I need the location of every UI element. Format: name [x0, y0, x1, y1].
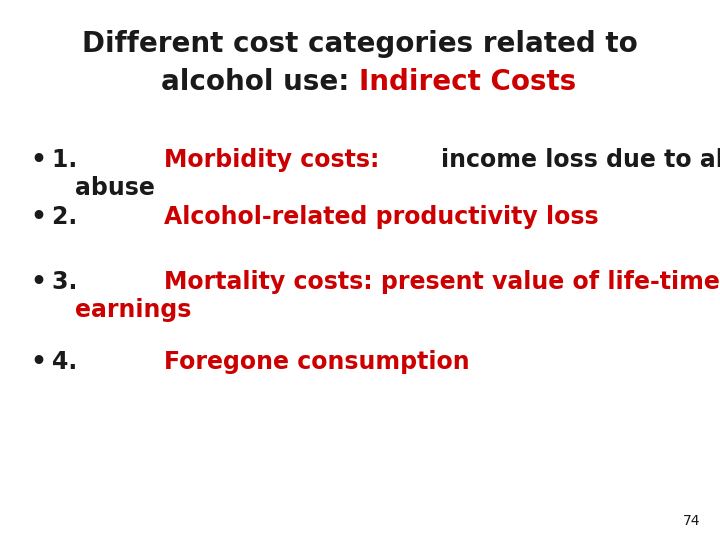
- Text: •: •: [30, 205, 46, 229]
- Text: Mortality costs: present value of life-time: Mortality costs: present value of life-t…: [164, 270, 720, 294]
- Text: Foregone consumption: Foregone consumption: [164, 350, 469, 374]
- Text: earnings: earnings: [75, 298, 192, 322]
- Text: Different cost categories related to: Different cost categories related to: [82, 30, 638, 58]
- Text: abuse: abuse: [75, 176, 155, 200]
- Text: 4.: 4.: [52, 350, 86, 374]
- Text: •: •: [30, 148, 46, 172]
- Text: Alcohol-related productivity loss: Alcohol-related productivity loss: [164, 205, 598, 229]
- Text: 1.: 1.: [52, 148, 86, 172]
- Text: •: •: [30, 350, 46, 374]
- Text: income loss due to alcohol: income loss due to alcohol: [441, 148, 720, 172]
- Text: alcohol use:: alcohol use:: [161, 68, 359, 96]
- Text: 3.: 3.: [52, 270, 86, 294]
- Text: Morbidity costs:: Morbidity costs:: [164, 148, 387, 172]
- Text: 74: 74: [683, 514, 700, 528]
- Text: •: •: [30, 270, 46, 294]
- Text: 2.: 2.: [52, 205, 86, 229]
- Text: Indirect Costs: Indirect Costs: [359, 68, 577, 96]
